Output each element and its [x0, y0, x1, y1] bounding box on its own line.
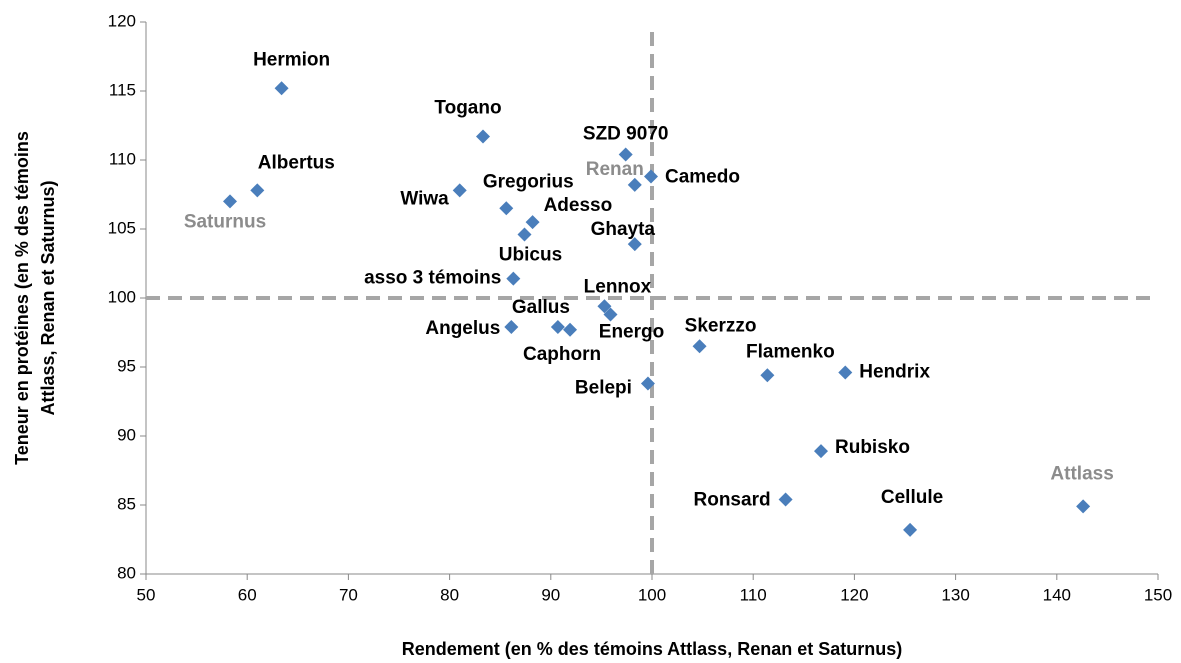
data-point: [499, 201, 514, 216]
point-label: Ronsard: [694, 489, 771, 510]
y-axis-title: Teneur en protéines (en % des témoins At…: [12, 131, 58, 465]
x-tick-label: 80: [440, 585, 459, 604]
point-label: Cellule: [881, 487, 943, 508]
y-tick-label: 95: [117, 356, 136, 375]
point-label: Ghayta: [591, 219, 656, 240]
point-label: Energo: [599, 322, 664, 343]
data-point: [250, 183, 265, 198]
data-point: [517, 227, 532, 242]
data-point: [504, 319, 519, 334]
x-tick-label: 130: [941, 585, 969, 604]
point-label: Angelus: [425, 318, 500, 339]
point-label: Gallus: [512, 297, 570, 318]
x-axis-title: Rendement (en % des témoins Attlass, Ren…: [402, 639, 902, 659]
x-tick-label: 140: [1043, 585, 1071, 604]
data-point: [525, 215, 540, 230]
y-tick-label: 90: [117, 425, 136, 444]
data-point: [1076, 499, 1091, 514]
point-label: Adesso: [544, 195, 613, 216]
y-tick-label: 100: [108, 287, 136, 306]
point-label: Skerzzo: [685, 315, 757, 336]
x-tick-label: 50: [137, 585, 156, 604]
x-tick-label: 110: [740, 585, 767, 604]
data-point: [550, 319, 565, 334]
data-point: [643, 169, 658, 184]
point-label: Ubicus: [499, 245, 562, 266]
point-label: Gregorius: [483, 171, 574, 192]
point-label: Saturnus: [184, 211, 266, 232]
x-tick-label: 90: [541, 585, 560, 604]
y-tick-label: 80: [117, 563, 136, 582]
point-label: Wiwa: [400, 188, 449, 209]
data-point: [506, 271, 521, 286]
data-point: [627, 177, 642, 192]
point-label: Lennox: [584, 276, 652, 297]
data-point: [903, 522, 918, 537]
x-tick-label: 150: [1144, 585, 1172, 604]
data-point: [640, 376, 655, 391]
point-label: Rubisko: [835, 437, 910, 458]
data-point: [814, 444, 829, 459]
y-tick-label: 115: [109, 80, 136, 99]
point-label: Renan: [586, 159, 644, 180]
point-label: asso 3 témoins: [364, 268, 501, 289]
data-point: [597, 299, 612, 314]
y-tick-label: 120: [108, 11, 136, 30]
point-label: Togano: [434, 98, 501, 119]
data-point: [274, 81, 289, 96]
data-point: [475, 129, 490, 144]
point-label: Caphorn: [523, 344, 601, 365]
point-label: Albertus: [258, 152, 335, 173]
data-point: [627, 237, 642, 252]
data-point: [452, 183, 467, 198]
data-point: [603, 307, 618, 322]
point-label: Belepi: [575, 378, 632, 399]
data-point: [618, 147, 633, 162]
x-tick-label: 70: [339, 585, 358, 604]
point-label: Flamenko: [746, 341, 835, 362]
data-point: [760, 368, 775, 383]
point-label: Camedo: [665, 167, 740, 188]
data-point: [838, 365, 853, 380]
data-point: [778, 492, 793, 507]
data-point: [563, 322, 578, 337]
x-tick-label: 120: [840, 585, 868, 604]
y-tick-label: 110: [109, 149, 136, 168]
data-point: [222, 194, 237, 209]
y-tick-label: 105: [108, 218, 136, 237]
y-axis-title-line: Teneur en protéines (en % des témoins: [12, 131, 32, 465]
point-label: Hendrix: [859, 362, 930, 383]
point-label: Hermion: [253, 49, 330, 70]
point-label: SZD 9070: [583, 123, 669, 144]
x-tick-label: 60: [238, 585, 257, 604]
y-axis-title-line: Attlass, Renan et Saturnus): [38, 180, 58, 415]
data-point: [692, 339, 707, 354]
point-label: Attlass: [1050, 463, 1113, 484]
y-tick-label: 85: [117, 494, 136, 513]
x-tick-label: 100: [638, 585, 666, 604]
